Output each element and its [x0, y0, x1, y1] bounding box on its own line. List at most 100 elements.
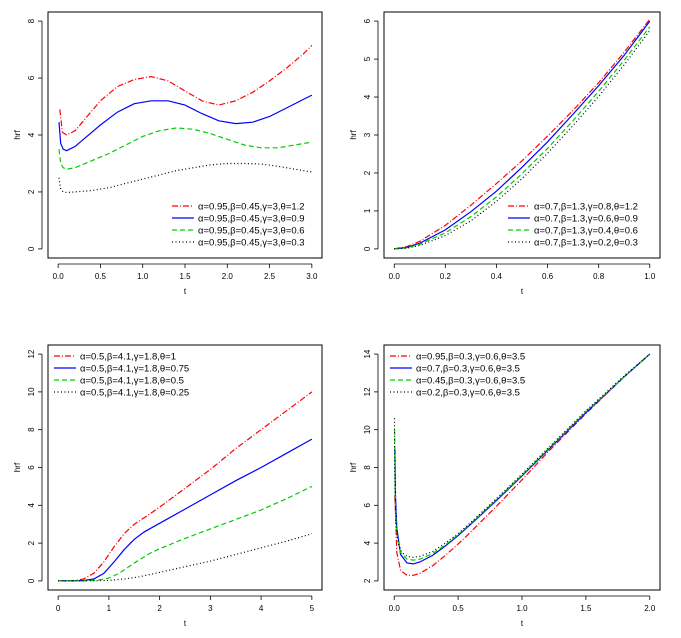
x-tick-label: 2.0 [222, 272, 234, 281]
panel-4: 0.0 0.5 1.0 1.5 2.0 t 2 4 6 8 10 12 14 hrf α=0.95,β=0.… [349, 344, 661, 628]
x-axis-label: t [521, 619, 524, 628]
y-tick-label: 8 [27, 427, 36, 432]
legend-label: α=0.45,β=0.3,γ=0.6,θ=3.5 [416, 376, 525, 387]
legend-label: α=0.95,β=0.45,γ=3,θ=1.2 [198, 202, 305, 213]
x-tick-label: 0.6 [542, 272, 554, 281]
y-tick-label: 10 [27, 387, 36, 396]
x-tick-label: 3.0 [306, 272, 318, 281]
plot-frame [383, 11, 661, 259]
y-tick-label: 4 [363, 540, 372, 545]
y-tick-label: 6 [27, 75, 36, 80]
x-tick-label: 0 [56, 604, 61, 613]
plot-frame [47, 11, 323, 259]
y-axis-label: hrf [13, 130, 22, 140]
y-tick-label: 14 [363, 349, 372, 358]
series-line-2 [394, 20, 651, 250]
plot-frame [47, 344, 323, 591]
y-tick-label: 4 [363, 94, 372, 99]
legend-label: α=0.5,β=4.1,γ=1.8,θ=0.25 [80, 388, 189, 399]
legend-label: α=0.7,β=1.3,γ=0.2,θ=0.3 [534, 238, 638, 249]
legend-label: α=0.95,β=0.45,γ=3,θ=0.6 [198, 226, 305, 237]
x-tick-label: 2.5 [264, 272, 276, 281]
y-tick-label: 0 [27, 246, 36, 251]
series-line-3 [58, 127, 313, 170]
legend: α=0.7,β=1.3,γ=0.8,θ=1.2α=0.7,β=1.3,γ=0.6… [508, 202, 638, 249]
y-tick-label: 12 [27, 349, 36, 358]
y-tick-label: 2 [363, 170, 372, 175]
legend-label: α=0.95,β=0.45,γ=3,θ=0.9 [198, 214, 305, 225]
x-tick-label: 2.0 [644, 604, 656, 613]
x-tick-label: 1.5 [580, 604, 592, 613]
legend: α=0.95,β=0.3,γ=0.6,θ=3.5α=0.7,β=0.3,γ=0.… [390, 352, 525, 399]
x-axis-label: t [184, 619, 187, 628]
x-tick-label: 0.8 [593, 272, 605, 281]
legend: α=0.95,β=0.45,γ=3,θ=1.2α=0.95,β=0.45,γ=3… [172, 202, 305, 249]
x-tick-label: 0.0 [389, 604, 401, 613]
series-line-1 [394, 18, 651, 250]
y-tick-label: 0 [363, 246, 372, 251]
series-line-2 [58, 94, 313, 152]
x-tick-label: 4 [259, 604, 264, 613]
series-group [393, 353, 651, 576]
y-tick-label: 5 [363, 56, 372, 61]
x-tick-label: 0.5 [95, 272, 107, 281]
series-line-1 [394, 353, 651, 576]
y-tick-label: 2 [27, 189, 36, 194]
series-line-3 [394, 353, 651, 561]
y-tick-label: 4 [27, 132, 36, 137]
y-tick-label: 6 [363, 18, 372, 23]
x-axis-label: t [521, 287, 524, 296]
series-line-1 [58, 391, 313, 582]
series-group [394, 18, 651, 250]
y-tick-label: 10 [363, 425, 372, 434]
y-tick-label: 6 [27, 465, 36, 470]
series-group [58, 391, 313, 582]
y-tick-label: 6 [363, 503, 372, 508]
panel-3: 0 1 2 3 4 5t024681012hrfα=0.5,β=4.1,γ=1.8,θ=1… [13, 344, 323, 628]
legend: α=0.5,β=4.1,γ=1.8,θ=1α=0.5,β=4.1,γ=1.8,θ… [54, 352, 189, 399]
series-line-3 [58, 485, 313, 582]
legend-label: α=0.5,β=4.1,γ=1.8,θ=0.75 [80, 364, 189, 375]
series-line-4 [58, 162, 312, 194]
x-tick-label: 0.5 [453, 604, 465, 613]
x-tick-label: 2 [157, 604, 162, 613]
series-line-2 [58, 438, 313, 582]
x-tick-label: 3 [208, 604, 213, 613]
y-tick-label: 1 [363, 208, 372, 213]
legend-label: α=0.5,β=4.1,γ=1.8,θ=1 [80, 352, 176, 363]
legend-label: α=0.95,β=0.3,γ=0.6,θ=3.5 [416, 352, 525, 363]
x-tick-label: 0.0 [53, 272, 65, 281]
series-line-1 [59, 44, 313, 136]
x-tick-label: 1.0 [644, 272, 656, 281]
x-tick-label: 1.5 [179, 272, 191, 281]
series-line-4 [58, 533, 313, 582]
x-tick-label: 5 [310, 604, 315, 613]
legend-label: α=0.7,β=1.3,γ=0.8,θ=1.2 [534, 202, 638, 213]
legend-label: α=0.7,β=1.3,γ=0.4,θ=0.6 [534, 226, 638, 237]
plot-frame [383, 344, 661, 591]
x-tick-label: 0.2 [440, 272, 452, 281]
series-group [58, 44, 313, 194]
panel-2: 0.0 0.2 0.4 0.6 0.8 1.0 t 0 1 2 3 4 5 6 hrf α=0.7,β=1.3… [349, 11, 661, 296]
x-tick-label: 0.0 [389, 272, 401, 281]
legend-label: α=0.2,β=0.3,γ=0.6,θ=3.5 [416, 388, 520, 399]
y-tick-label: 8 [27, 18, 36, 23]
x-tick-label: 1.0 [137, 272, 149, 281]
panel-1: 0.0 0.5 1.0 1.5 2.0 2.5 3.0 t 0 2 4 6 8 hrf α=0.95,β=0… [13, 11, 323, 296]
legend-label: α=0.5,β=4.1,γ=1.8,θ=0.5 [80, 376, 184, 387]
y-tick-label: 0 [27, 578, 36, 583]
series-line-4 [393, 353, 651, 558]
y-axis-label: hrf [349, 130, 358, 140]
y-tick-label: 2 [27, 540, 36, 545]
y-tick-label: 4 [27, 503, 36, 508]
y-axis-label: hrf [349, 462, 358, 472]
x-tick-label: 1.0 [516, 604, 528, 613]
legend-label: α=0.95,β=0.45,γ=3,θ=0.3 [198, 238, 305, 249]
y-axis-label: hrf [13, 462, 22, 472]
x-axis-label: t [184, 287, 187, 296]
x-tick-label: 0.4 [491, 272, 503, 281]
legend-label: α=0.7,β=1.3,γ=0.6,θ=0.9 [534, 214, 638, 225]
legend-label: α=0.7,β=0.3,γ=0.6,θ=3.5 [416, 364, 520, 375]
y-tick-label: 8 [363, 465, 372, 470]
